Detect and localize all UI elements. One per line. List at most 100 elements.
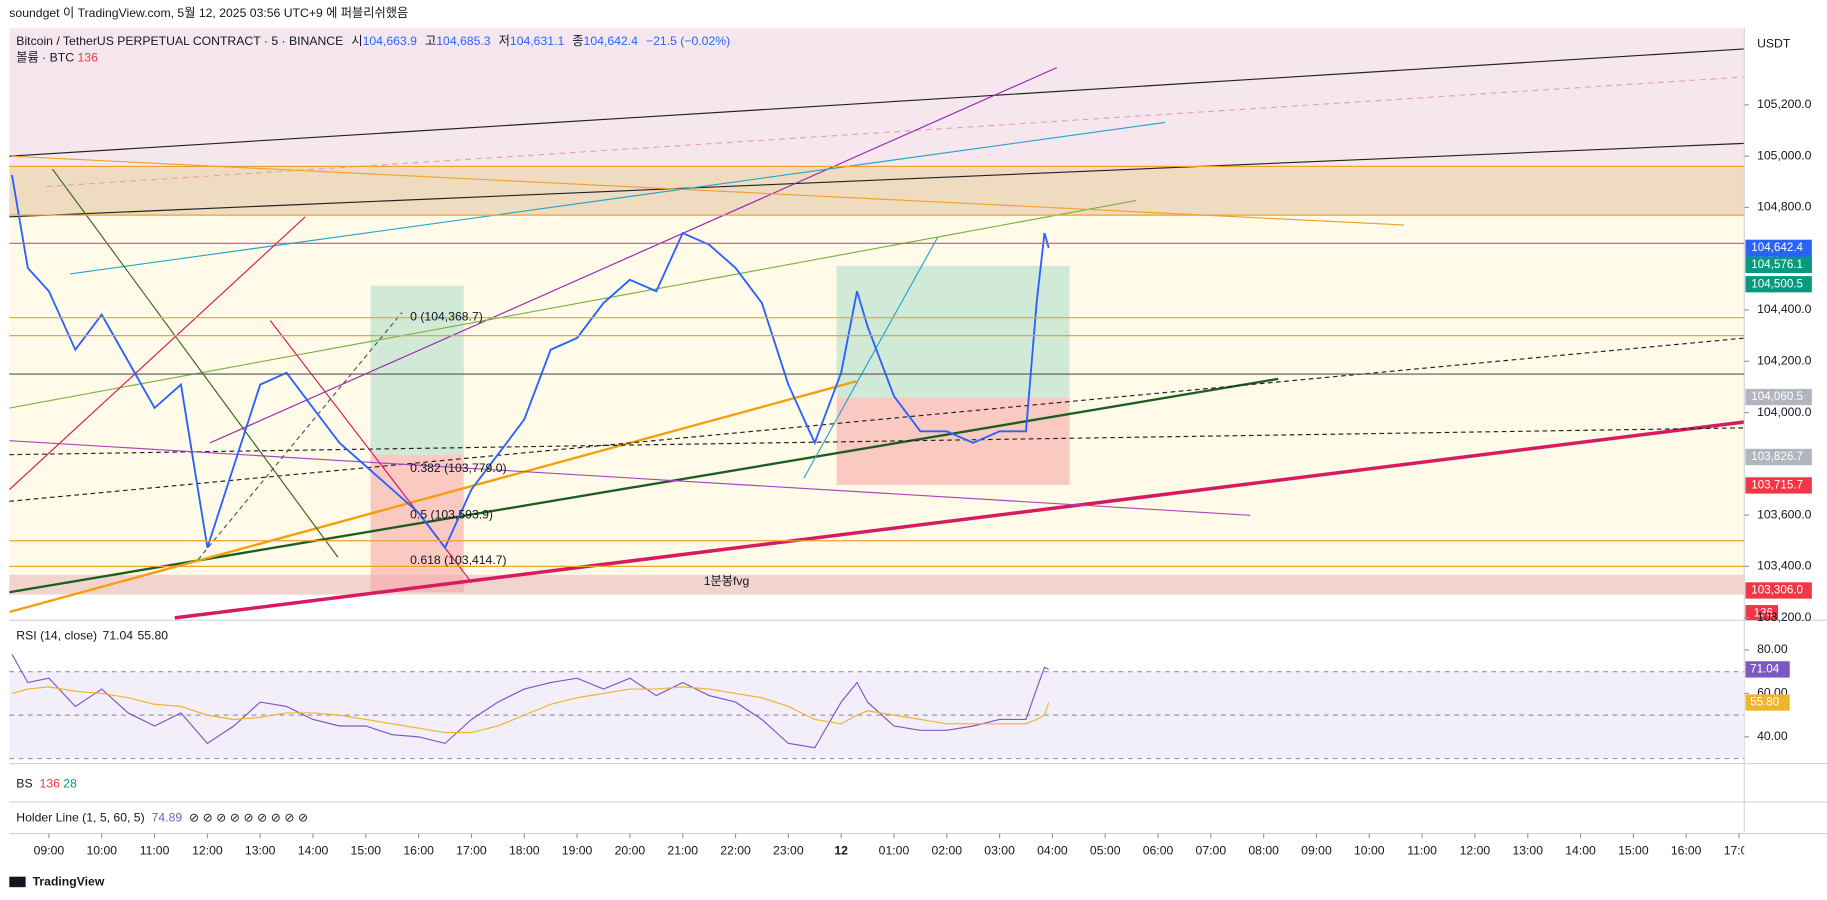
price-tag (1745, 582, 1812, 599)
y-tick-label: 103,200.0 (1757, 610, 1812, 624)
x-tick-label: 10:00 (1354, 843, 1385, 857)
holder-icons: ⊘ ⊘ ⊘ ⊘ ⊘ ⊘ ⊘ ⊘ ⊘ (189, 811, 308, 825)
price-tag (1745, 276, 1812, 293)
x-tick-label: 15:00 (351, 843, 382, 857)
x-tick-label: 12 (834, 843, 848, 857)
ohlc-key: 종 (572, 34, 583, 48)
logo-icon (9, 876, 26, 888)
x-tick-label: 11:00 (140, 843, 170, 857)
chart-layer: 103,200.0 103,400.0 103,600.0 104,000.0 104,… (9, 97, 1812, 857)
x-tick-label: 21:00 (667, 843, 698, 857)
x-tick-label: 13:00 (245, 843, 276, 857)
series-line (11, 174, 1050, 550)
x-tick-label: 14:00 (1565, 843, 1596, 857)
x-tick-label: 14:00 (298, 843, 329, 857)
price-tag-label: 104,500.5 (1751, 277, 1803, 290)
time-axis: 09:00 10:00 11:00 12:00 13:00 14:00 15:00 16:00… (34, 833, 1755, 857)
bs-value: 28 (63, 777, 77, 791)
annotation: 0.382 (103,779.0) (410, 461, 506, 475)
annotation: 0 (104,368.7) (410, 309, 483, 323)
ohlc-value: 104,631.1 (510, 34, 565, 48)
x-tick-label: 13:00 (1512, 843, 1543, 857)
x-tick-label: 20:00 (615, 843, 646, 857)
footer-logo: TradingView (33, 875, 105, 889)
ohlc-value: 104,642.4 (584, 34, 639, 48)
x-tick-label: 16:00 (1671, 843, 1702, 857)
bs-title: BS (16, 777, 32, 791)
zone (9, 165, 1745, 216)
price-tag (1745, 448, 1812, 466)
symbol: Bitcoin / TetherUS PERPETUAL CONTRACT · … (16, 34, 343, 48)
zone (9, 27, 1745, 166)
price-tag-label: 103,306.0 (1751, 584, 1803, 597)
x-tick-label: 03:00 (984, 843, 1015, 857)
holder-title: Holder Line (1, 5, 60, 5) (16, 811, 144, 825)
price-tag (1745, 388, 1812, 406)
caption: soundget 이 TradingView.com, 5월 12, 2025 … (9, 5, 408, 20)
ohlc-key: 저 (499, 34, 510, 48)
annotation: 0.618 (103,414.7) (410, 553, 506, 567)
x-tick-label: 11:00 (1407, 843, 1437, 857)
y-tick-label: 104,200.0 (1757, 354, 1812, 368)
annotation: 0.5 (103,593.9) (410, 508, 493, 522)
plot-area (11, 174, 1050, 550)
value-tag (1745, 694, 1790, 711)
x-tick-label: 17:00 (1724, 843, 1755, 857)
x-tick-label: 22:00 (720, 843, 751, 857)
currency: USDT (1757, 37, 1791, 51)
y-tick-label: 105,200.0 (1757, 97, 1812, 111)
x-tick-label: 08:00 (1248, 843, 1279, 857)
value-tag-label: 55.80 (1750, 696, 1780, 709)
x-tick-label: 17:00 (456, 843, 487, 857)
legend-value: 71.04 (103, 629, 134, 643)
price-tag (1745, 256, 1812, 274)
x-tick-label: 09:00 (1301, 843, 1332, 857)
volume-tag (1745, 605, 1779, 621)
y-tick-label: 80.00 (1757, 642, 1788, 656)
series-line (11, 653, 1049, 749)
x-tick-label: 07:00 (1196, 843, 1227, 857)
x-tick-label: 01:00 (879, 843, 910, 857)
price-tag (1745, 477, 1812, 494)
volume-value: 136 (77, 51, 98, 65)
annotation: 1분봉fvg (704, 574, 750, 588)
holder-legend: Holder Line (1, 5, 60, 5) 74.89 ⊘ ⊘ ⊘ ⊘ … (16, 811, 308, 825)
x-tick-label: 12:00 (192, 843, 223, 857)
x-tick-label: 16:00 (403, 843, 434, 857)
y-tick-label: 104,400.0 (1757, 302, 1812, 316)
value-tag-label: 71.04 (1750, 662, 1780, 675)
drawings (9, 48, 1745, 620)
x-tick-label: 05:00 (1090, 843, 1121, 857)
x-tick-label: 15:00 (1618, 843, 1649, 857)
x-tick-label: 10:00 (86, 843, 117, 857)
x-tick-label: 04:00 (1037, 843, 1068, 857)
x-tick-label: 12:00 (1460, 843, 1491, 857)
price-tag-label: 103,826.7 (1751, 450, 1803, 463)
legend-value: 55.80 (137, 629, 168, 643)
y-tick-label: 105,000.0 (1757, 148, 1812, 162)
y-tick-label: 104,000.0 (1757, 405, 1812, 419)
y-tick-label: 103,400.0 (1757, 559, 1812, 573)
value-tag (1745, 661, 1790, 678)
pane-title: RSI (14, close) (16, 629, 97, 643)
bs-legend: BS 136 28 (16, 777, 77, 791)
x-tick-label: 09:00 (34, 843, 65, 857)
holder-value: 74.89 (152, 811, 183, 825)
change: −21.5 (−0.02%) (646, 34, 730, 48)
volume-legend: 볼륨 · BTC 136 (16, 51, 98, 65)
series-line (11, 686, 1050, 734)
x-tick-label: 23:00 (773, 843, 804, 857)
x-tick-label: 18:00 (509, 843, 540, 857)
symbol-header: Bitcoin / TetherUS PERPETUAL CONTRACT · … (16, 34, 730, 48)
ohlc-key: 고 (425, 34, 436, 48)
price-tag-label: 104,060.5 (1751, 390, 1803, 403)
price-tag-label: 104,576.1 (1751, 258, 1803, 271)
price-tag-label: 103,715.7 (1751, 479, 1803, 492)
x-tick-label: 02:00 (931, 843, 962, 857)
ohlc-value: 104,685.3 (436, 34, 491, 48)
y-tick-label: 40.00 (1757, 729, 1788, 743)
price-tag-label: 104,642.4 (1751, 241, 1803, 254)
y-tick-label: 104,800.0 (1757, 200, 1812, 214)
volume-label: 볼륨 · BTC (16, 51, 74, 65)
